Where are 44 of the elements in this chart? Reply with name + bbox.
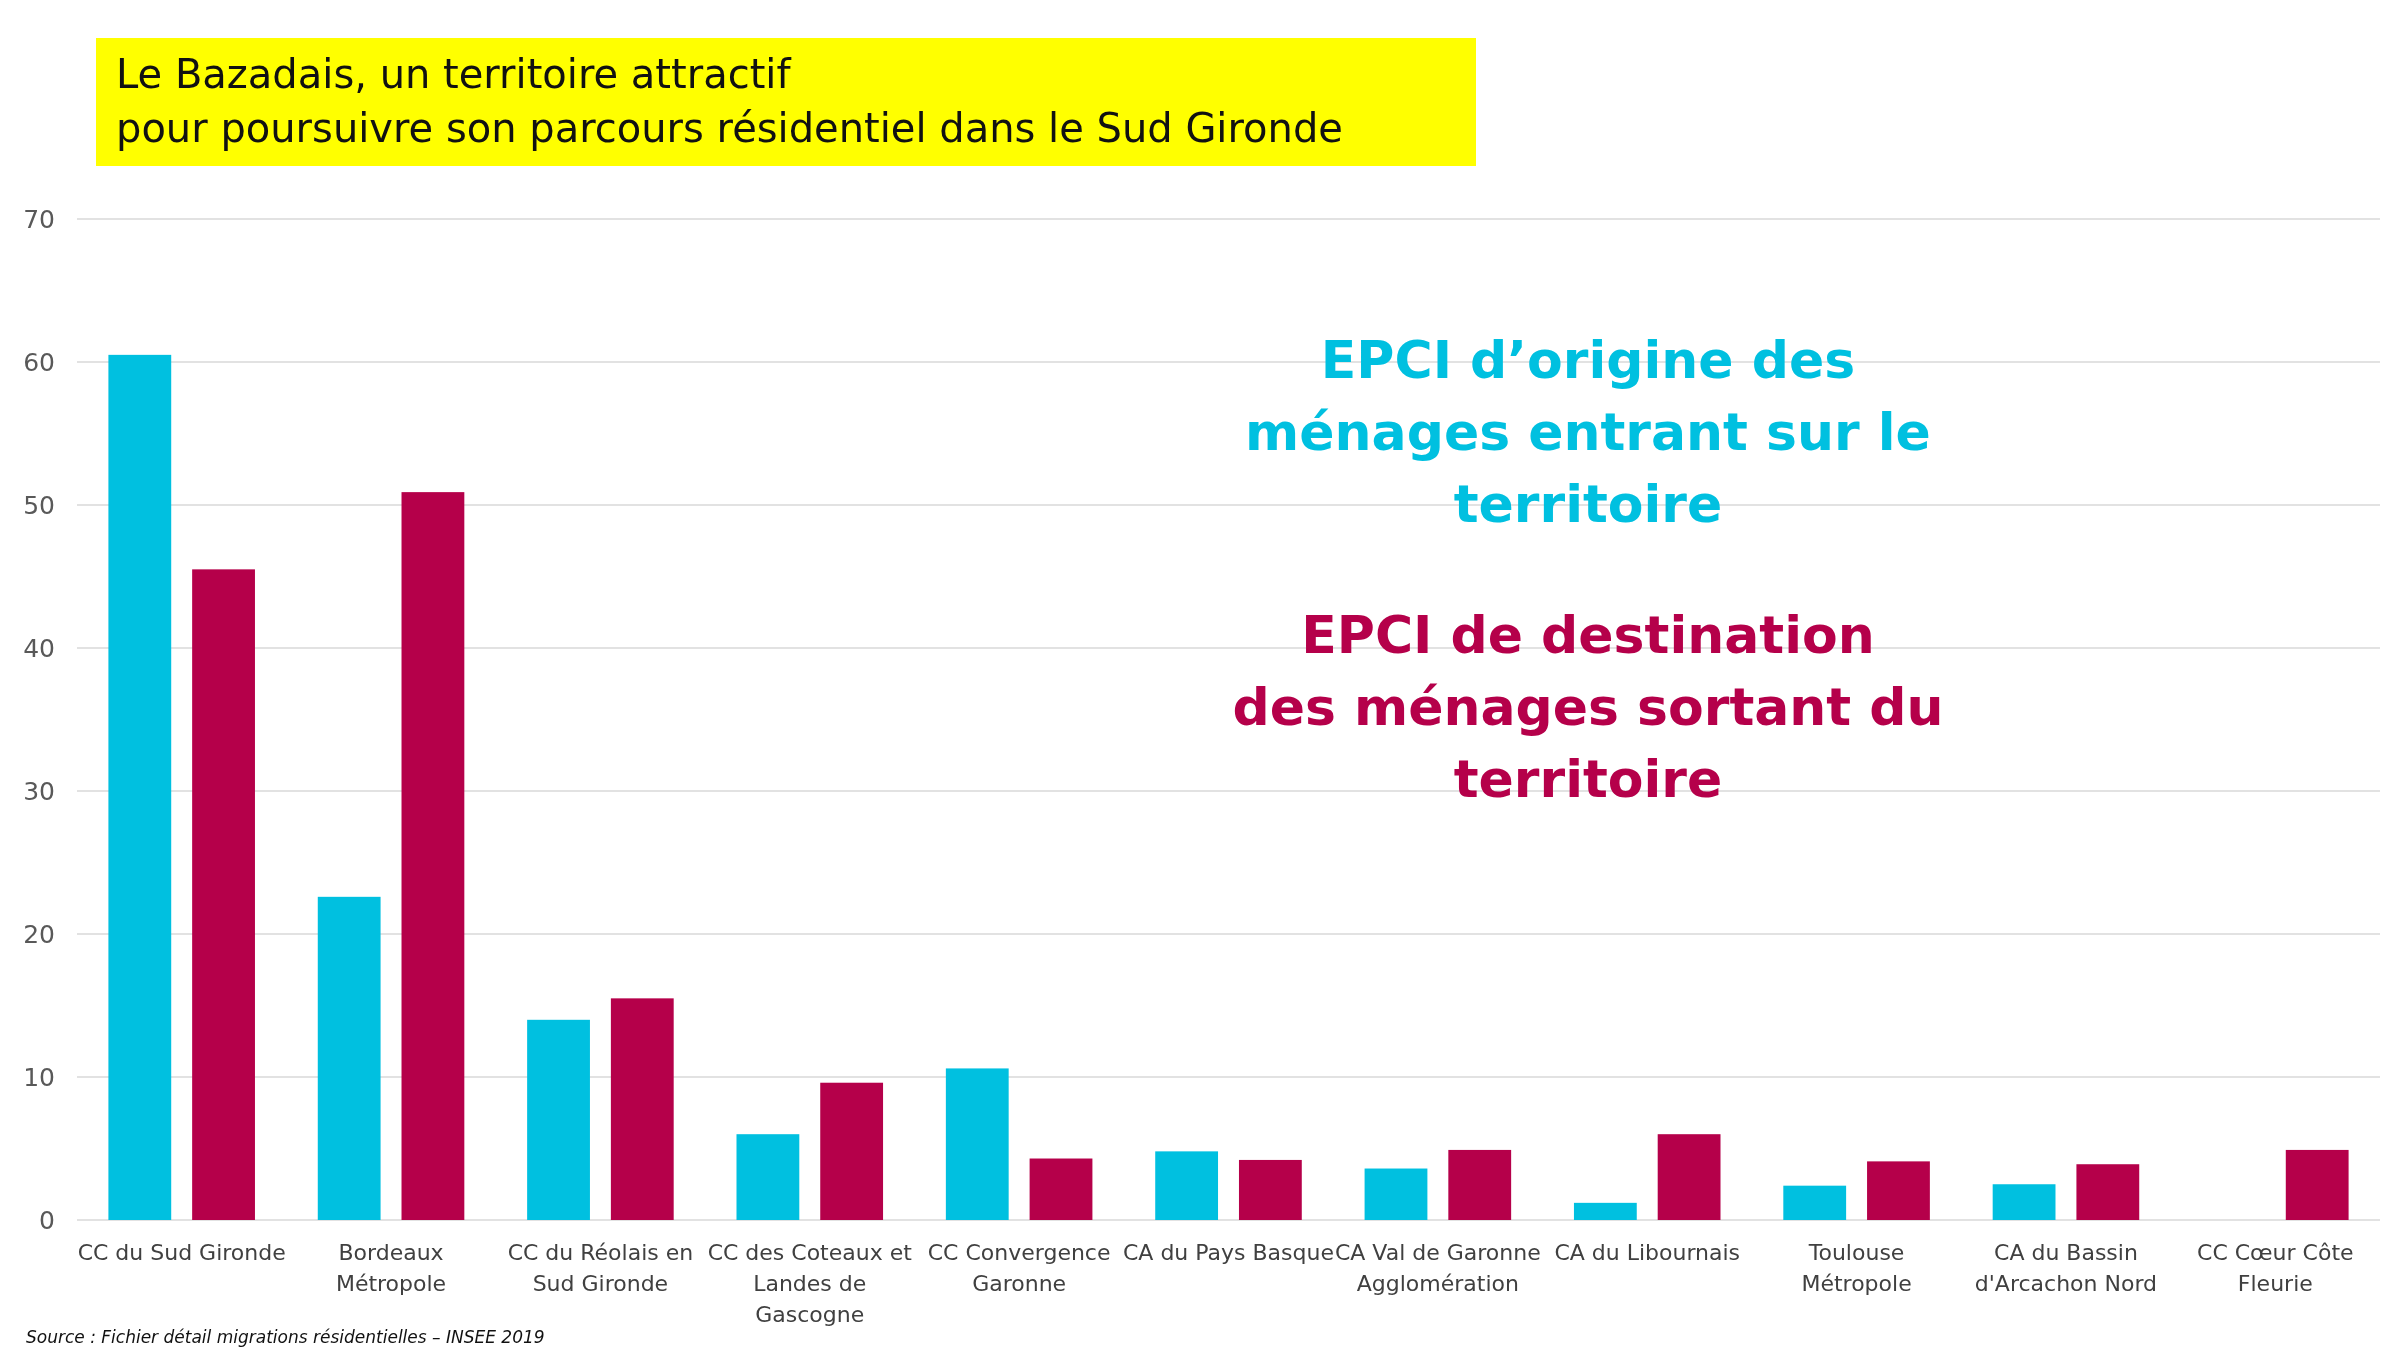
y-tick-label: 10 — [23, 1062, 55, 1092]
bar — [1867, 1161, 1930, 1220]
bar — [1029, 1158, 1093, 1220]
x-tick-label: CC Convergence Garonne — [927, 1240, 1111, 1296]
x-tick-label: CC du Sud Gironde — [77, 1240, 286, 1265]
bar — [1238, 1159, 1302, 1220]
x-tick-label: CC des Coteaux et Landes de Gascogne — [707, 1240, 913, 1327]
bar — [1155, 1151, 1219, 1220]
bar — [2076, 1164, 2140, 1220]
x-tick-label: CA du Libournais — [1554, 1240, 1741, 1265]
x-tick-label: CA Val de Garonne Agglomération — [1334, 1240, 1541, 1296]
x-tick-label: CC Cœur Côte Fleurie — [2197, 1240, 2354, 1296]
x-tick-label: Bordeaux Métropole — [335, 1240, 447, 1296]
bar — [108, 354, 172, 1220]
x-tick-label: CA du Pays Basque — [1122, 1240, 1335, 1265]
text: EPCI de destination des ménages sortant du territoire — [1232, 605, 1944, 809]
bar — [192, 569, 255, 1220]
bar — [1783, 1185, 1847, 1220]
bar — [317, 896, 381, 1220]
x-tick-label: Toulouse Métropole — [1801, 1240, 1912, 1296]
y-tick-label: 0 — [39, 1205, 55, 1235]
x-tick-label: CC du Réolais en Sud Gironde — [507, 1240, 694, 1296]
bar — [610, 998, 674, 1220]
y-tick-label: 20 — [23, 919, 55, 949]
bar — [1573, 1202, 1637, 1220]
bar — [401, 492, 465, 1220]
bar — [736, 1134, 800, 1220]
bar — [1364, 1168, 1428, 1220]
y-tick-label: 50 — [23, 490, 55, 520]
y-tick-label: 70 — [23, 204, 55, 234]
y-tick-label: 40 — [23, 633, 55, 663]
text: EPCI d’origine des ménages entrant sur le territoire — [1245, 330, 1931, 534]
y-tick-label: 30 — [23, 776, 55, 806]
bar — [945, 1068, 1009, 1220]
bar — [527, 1019, 590, 1220]
chart-title: Le Bazadais, un territoire attractif pour poursuivre son parcours résidentiel dans le Sud Gironde — [116, 51, 1343, 151]
x-tick-label: CA du Bassin d'Arcachon Nord — [1974, 1240, 2158, 1296]
bar — [1448, 1149, 1512, 1220]
bar — [820, 1082, 884, 1220]
bar — [1657, 1134, 1721, 1220]
bar — [2285, 1149, 2349, 1220]
y-tick-label: 60 — [23, 347, 55, 377]
bar — [1992, 1184, 2056, 1220]
source-note: Source : Fichier détail migrations résidentielles – INSEE 2019 — [26, 1327, 545, 1347]
